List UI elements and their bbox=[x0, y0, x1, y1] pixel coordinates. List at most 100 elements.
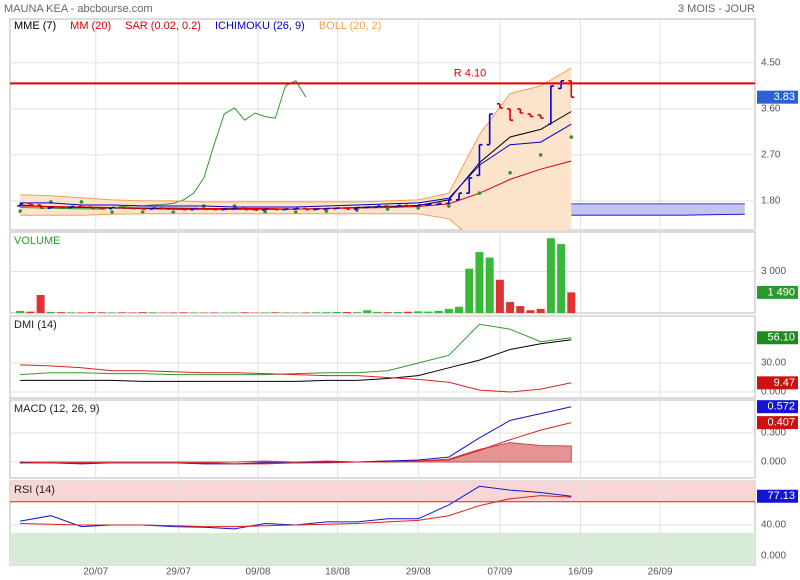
panel-frame bbox=[9, 18, 756, 231]
sar-point bbox=[140, 210, 145, 214]
panel-frame bbox=[9, 399, 756, 479]
candle bbox=[200, 207, 207, 210]
x-tick-label: 09/08 bbox=[245, 567, 270, 578]
legend-entry: MME (7) bbox=[14, 20, 56, 32]
sar-point bbox=[293, 210, 298, 214]
y-tick-label: 0.000 bbox=[761, 457, 786, 468]
bollinger-lower bbox=[20, 213, 464, 230]
candle bbox=[384, 205, 391, 208]
candle bbox=[364, 206, 371, 209]
sar-point bbox=[79, 200, 84, 204]
last-value-label: 3.83 bbox=[774, 91, 795, 103]
candle bbox=[292, 207, 299, 210]
y-tick-label: 40.00 bbox=[761, 520, 786, 531]
panel-title: DMI (14) bbox=[14, 319, 57, 331]
volume-bar bbox=[179, 312, 188, 313]
volume-bar bbox=[322, 312, 331, 313]
last-value-box bbox=[757, 416, 798, 430]
period: 3 MOIS - JOUR bbox=[678, 3, 755, 15]
candle bbox=[272, 208, 279, 211]
plot-area bbox=[10, 19, 755, 230]
candle bbox=[170, 207, 177, 210]
page-title: MAUNA KEA - abcbourse.com bbox=[4, 3, 153, 15]
volume-bar bbox=[393, 312, 402, 313]
candle bbox=[211, 208, 218, 211]
y-tick-label: 1.80 bbox=[761, 196, 781, 207]
candle bbox=[313, 208, 320, 211]
x-tick-label: 29/08 bbox=[406, 567, 431, 578]
volume-bar bbox=[77, 312, 86, 313]
x-tick-label: 18/08 bbox=[325, 567, 350, 578]
plot-area bbox=[10, 481, 755, 565]
candle bbox=[58, 206, 65, 209]
candle bbox=[507, 108, 514, 121]
sar-point bbox=[416, 206, 421, 210]
panel-title: MACD (12, 26, 9) bbox=[14, 403, 100, 415]
volume-bar bbox=[118, 312, 127, 313]
panel-title: VOLUME bbox=[14, 235, 60, 247]
volume-bar bbox=[230, 312, 239, 313]
volume-bar bbox=[516, 306, 525, 313]
last-value-box bbox=[757, 400, 798, 414]
candle bbox=[394, 204, 401, 208]
candle bbox=[496, 103, 503, 109]
y-tick-label: 4.50 bbox=[761, 58, 781, 69]
y-tick-label: 3.60 bbox=[761, 104, 781, 115]
candle bbox=[149, 207, 156, 210]
volume-bar bbox=[148, 312, 157, 313]
candle bbox=[374, 205, 381, 208]
candle bbox=[302, 207, 309, 211]
volume-bar bbox=[332, 311, 341, 313]
bollinger-upper bbox=[20, 67, 572, 203]
candle bbox=[415, 204, 422, 207]
candle bbox=[231, 207, 238, 210]
volume-bar bbox=[67, 312, 76, 313]
candle bbox=[129, 207, 136, 210]
sar-point bbox=[171, 210, 176, 214]
sar-point bbox=[110, 210, 114, 214]
volume-bar bbox=[424, 311, 433, 313]
candle bbox=[109, 206, 116, 210]
indicator-line bbox=[20, 422, 572, 465]
candle bbox=[405, 204, 412, 207]
indicator-line bbox=[20, 323, 572, 376]
volume-bar bbox=[567, 292, 576, 313]
candle bbox=[47, 206, 54, 209]
candle bbox=[17, 202, 24, 207]
sar-point bbox=[538, 153, 543, 157]
volume-bar bbox=[373, 311, 382, 313]
volume-bar bbox=[138, 312, 147, 313]
y-tick-label: 30.00 bbox=[761, 358, 786, 369]
sar-point bbox=[324, 209, 329, 213]
volume-bar bbox=[271, 312, 280, 313]
last-value-label: 1 490 bbox=[767, 286, 795, 298]
resistance-label: R 4.10 bbox=[454, 67, 486, 79]
sar-point bbox=[508, 170, 512, 175]
candle bbox=[333, 207, 340, 210]
plot-area bbox=[10, 232, 755, 313]
candle bbox=[527, 113, 534, 118]
indicator-line bbox=[20, 339, 572, 382]
sar-point bbox=[385, 207, 390, 211]
x-tick-label: 29/07 bbox=[166, 567, 191, 578]
bollinger-fill bbox=[20, 68, 572, 230]
last-value-box bbox=[757, 285, 798, 299]
candle bbox=[456, 192, 463, 201]
sar-point bbox=[18, 209, 23, 213]
candle bbox=[547, 85, 554, 126]
candle bbox=[27, 202, 34, 206]
candle bbox=[190, 207, 197, 211]
candle bbox=[98, 207, 105, 210]
candle bbox=[139, 207, 146, 210]
volume-bar bbox=[414, 311, 423, 313]
plot-area bbox=[10, 400, 755, 478]
candle bbox=[445, 199, 452, 205]
legend-entry: ICHIMOKU (26, 9) bbox=[215, 20, 305, 32]
last-value-box bbox=[757, 90, 798, 104]
last-value-label: 0.407 bbox=[767, 417, 795, 429]
volume-bar bbox=[261, 312, 270, 313]
candle bbox=[425, 203, 432, 206]
x-tick-label: 26/09 bbox=[648, 567, 673, 578]
